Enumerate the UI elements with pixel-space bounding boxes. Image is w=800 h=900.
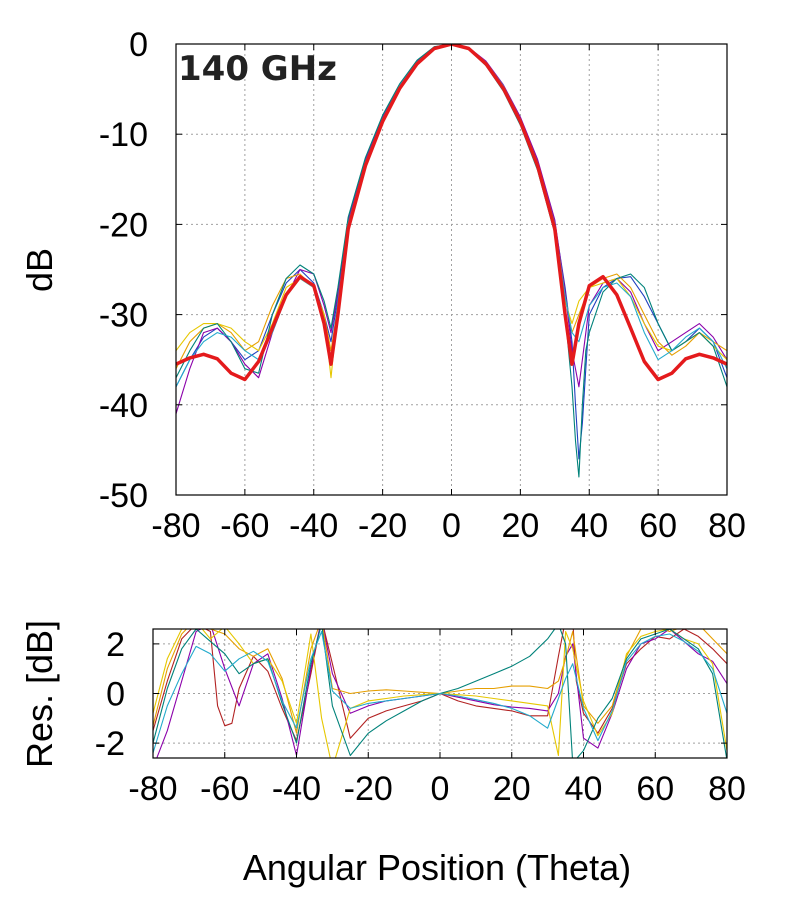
frequency-annotation: 140 GHz: [178, 49, 337, 89]
residual-y-ticks: 2 0 -2: [95, 626, 727, 763]
beam-pattern-x-tick-label: 80: [708, 507, 746, 545]
residual-series-line-2: [156, 629, 727, 758]
residual-y-axis-label: Res. [dB]: [19, 620, 60, 768]
beam-pattern-series-line-2: [176, 44, 727, 460]
residual-y-tick-label: -2: [95, 725, 125, 763]
beam-pattern-x-tick-label: -80: [151, 507, 200, 545]
beam-pattern-series-line-4: [176, 44, 727, 369]
residual-series-line-5: [153, 629, 727, 758]
residual-panel: -80 -60 -40 -20 0 20 40 60 80 20-2 Res. [dB] Ang…: [19, 620, 746, 888]
residual-x-tick-label: -80: [128, 770, 177, 808]
residual-series-line-3: [153, 629, 727, 734]
beam-pattern-y-tick-label: -50: [99, 477, 148, 515]
residual-x-tick-label: 20: [493, 770, 531, 808]
residual-series-line-4: [153, 629, 727, 758]
beam-pattern-y-axis-label: dB: [19, 248, 60, 292]
x-axis-label: Angular Position (Theta): [243, 847, 631, 888]
beam-pattern-y-tick-label: -10: [99, 116, 148, 154]
residual-x-ticks: -80 -60 -40 -20 0 20 40 60 80: [128, 629, 746, 808]
beam-pattern-x-tick-label: 0: [442, 507, 461, 545]
beam-pattern-grid: [176, 44, 727, 495]
residual-y-tick-label: 2: [106, 626, 125, 664]
residual-x-tick-label: -60: [200, 770, 249, 808]
residual-y-tick-label: 0: [106, 676, 125, 714]
residual-x-tick-label: 40: [565, 770, 603, 808]
beam-pattern-series-line-3: [176, 44, 727, 414]
beam-pattern-y-tick-label: -40: [99, 387, 148, 425]
residual-x-tick-label: -20: [344, 770, 393, 808]
beam-pattern-series-line-1: [176, 44, 727, 382]
beam-pattern-x-tick-label: 60: [639, 507, 677, 545]
beam-pattern-y-tick-label: 0: [129, 26, 148, 64]
residual-x-tick-label: 60: [636, 770, 674, 808]
residual-series-group: [153, 629, 727, 758]
beam-pattern-x-tick-label: 20: [501, 507, 539, 545]
beam-pattern-x-tick-label: -20: [358, 507, 407, 545]
beam-pattern-x-tick-label: -40: [289, 507, 338, 545]
beam-pattern-panel: -80 -60 -40 -20 0 20 40 60 80 0 -10 -20 -30 -40 -50 1…: [19, 26, 746, 545]
beam-pattern-x-tick-label: 40: [570, 507, 608, 545]
beam-pattern-y-ticks: 0 -10 -20 -30 -40 -50: [99, 26, 727, 515]
residual-x-tick-label: 0: [431, 770, 450, 808]
beam-pattern-y-tick-label: -20: [99, 206, 148, 244]
beam-pattern-series-group: [176, 44, 727, 478]
residual-x-tick-label: -40: [272, 770, 321, 808]
beam-pattern-x-ticks: -80 -60 -40 -20 0 20 40 60 80: [151, 44, 746, 545]
residual-series-line-6: [153, 630, 727, 754]
beam-pattern-y-tick-label: -30: [99, 297, 148, 335]
residual-x-tick-label: 80: [708, 770, 746, 808]
beam-pattern-x-tick-label: -60: [220, 507, 269, 545]
